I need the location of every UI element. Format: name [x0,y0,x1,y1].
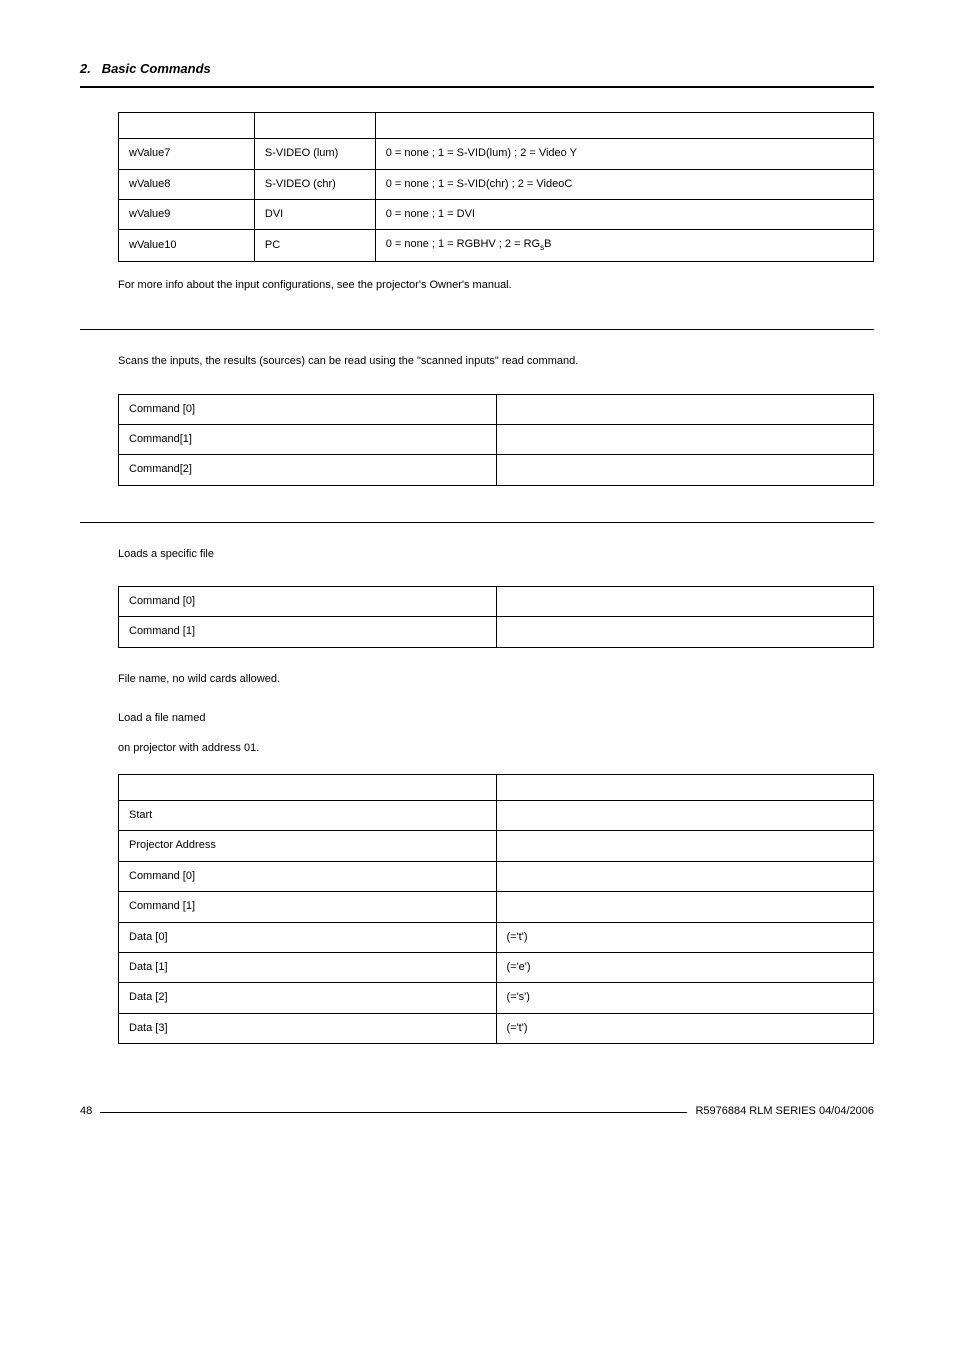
table-row: Command[2] [119,455,874,485]
cell-value [496,455,874,485]
section-divider [80,522,874,523]
table-row: Data [1] (='e') [119,952,874,982]
page-footer: 48 R5976884 RLM SERIES 04/04/2006 [80,1104,874,1119]
cell-signal: DVI [254,199,375,229]
cell-param: wValue10 [119,230,255,261]
cell-param: wValue9 [119,199,255,229]
paragraph-note: For more info about the input configurat… [118,278,874,293]
table-row: Start [119,801,874,831]
cell-value: (='s') [496,983,874,1013]
content-block-1: wValue7 S-VIDEO (lum) 0 = none ; 1 = S-V… [118,112,874,293]
cell-label: Command[1] [119,424,497,454]
cell-value [496,424,874,454]
table-header-cell [254,113,375,139]
content-block-3: Loads a specific file Command [0] Comman… [118,547,874,1044]
cell-label: Command [1] [119,617,497,647]
cell-desc: 0 = none ; 1 = DVI [375,199,873,229]
command-table-2: Command [0] Command [1] [118,586,874,648]
table-row: Command [0] [119,587,874,617]
table-header-row [119,113,874,139]
page-number: 48 [80,1104,92,1119]
table-row: Command [0] [119,394,874,424]
table-row: Command [1] [119,892,874,922]
content-block-2: Scans the inputs, the results (sources) … [118,354,874,486]
table-header-cell [375,113,873,139]
cell-value [496,394,874,424]
cell-label: Command [1] [119,892,497,922]
cell-label: Data [3] [119,1013,497,1043]
paragraph-loads: Loads a specific file [118,547,874,562]
command-table-1: Command [0] Command[1] Command[2] [118,394,874,486]
cell-label: Data [2] [119,983,497,1013]
table-row: wValue8 S-VIDEO (chr) 0 = none ; 1 = S-V… [119,169,874,199]
table-row: wValue9 DVI 0 = none ; 1 = DVI [119,199,874,229]
cell-value [496,617,874,647]
cell-value: (='t') [496,922,874,952]
table-header-row [119,775,874,801]
table-row: Data [3] (='t') [119,1013,874,1043]
cell-desc: 0 = none ; 1 = RGBHV ; 2 = RGsB [375,230,873,261]
table-row: Command [0] [119,861,874,891]
table-row: Data [0] (='t') [119,922,874,952]
cell-label: Command [0] [119,394,497,424]
cell-label [119,775,497,801]
paragraph-filename: File name, no wild cards allowed. [118,672,874,687]
cell-signal: PC [254,230,375,261]
cell-label: Data [1] [119,952,497,982]
cell-desc: 0 = none ; 1 = S-VID(lum) ; 2 = Video Y [375,139,873,169]
cell-value [496,892,874,922]
header-rule [80,86,874,88]
cell-value [496,587,874,617]
paragraph-loadfile: Load a file named [118,711,874,726]
section-divider [80,329,874,330]
table-row: wValue7 S-VIDEO (lum) 0 = none ; 1 = S-V… [119,139,874,169]
cell-value [496,861,874,891]
example-table: Start Projector Address Command [0] Comm… [118,774,874,1044]
cell-param: wValue7 [119,139,255,169]
cell-signal: S-VIDEO (lum) [254,139,375,169]
cell-label: Data [0] [119,922,497,952]
table-row: Projector Address [119,831,874,861]
cell-signal: S-VIDEO (chr) [254,169,375,199]
table-row: Data [2] (='s') [119,983,874,1013]
cell-label: Command [0] [119,587,497,617]
value-table: wValue7 S-VIDEO (lum) 0 = none ; 1 = S-V… [118,112,874,262]
section-number: 2. [80,61,91,76]
section-header: 2. Basic Commands [80,60,874,78]
table-row: wValue10 PC 0 = none ; 1 = RGBHV ; 2 = R… [119,230,874,261]
paragraph-scans: Scans the inputs, the results (sources) … [118,354,874,369]
cell-value [496,775,874,801]
table-row: Command[1] [119,424,874,454]
cell-value [496,801,874,831]
cell-param: wValue8 [119,169,255,199]
section-title: Basic Commands [102,61,211,76]
cell-value [496,831,874,861]
table-header-cell [119,113,255,139]
cell-label: Command [0] [119,861,497,891]
cell-value: (='e') [496,952,874,982]
cell-label: Start [119,801,497,831]
cell-desc: 0 = none ; 1 = S-VID(chr) ; 2 = VideoC [375,169,873,199]
cell-label: Command[2] [119,455,497,485]
footer-rule [100,1112,687,1113]
cell-label: Projector Address [119,831,497,861]
cell-value: (='t') [496,1013,874,1043]
paragraph-onproj: on projector with address 01. [118,741,874,756]
table-row: Command [1] [119,617,874,647]
doc-id: R5976884 RLM SERIES 04/04/2006 [695,1104,874,1119]
